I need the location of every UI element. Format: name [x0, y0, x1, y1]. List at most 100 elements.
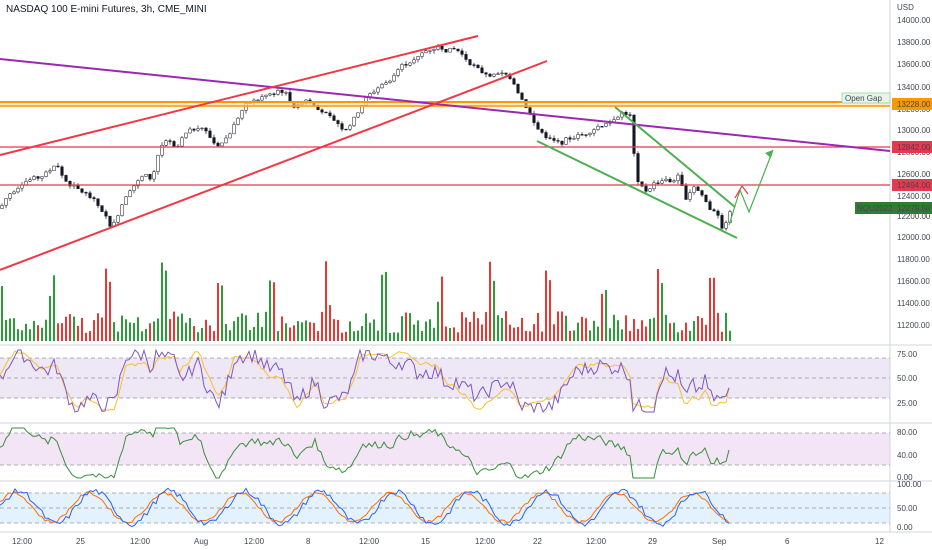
volume-bar [681, 330, 683, 341]
time-label: 29 [648, 537, 657, 546]
volume-bar [389, 332, 391, 341]
price-labels[interactable]: Open Gap 13228.00 12842.00 12494.00 NQU2… [841, 92, 932, 214]
volume-bar [493, 280, 495, 341]
price-tag-13228 [892, 98, 932, 110]
volume-bar [709, 277, 711, 341]
volume-bar [393, 332, 395, 341]
volume-bar [97, 313, 99, 341]
time-label: 8 [306, 537, 311, 546]
current-price-tag-text: 12279.50 [897, 204, 931, 213]
chart-title: NASDAQ 100 E-mini Futures, 3h, CME_MINI [6, 4, 207, 15]
price-tick: 12600.00 [897, 170, 931, 179]
volume-bar [637, 328, 639, 341]
volume-bar [365, 313, 367, 341]
candle-body [144, 173, 148, 177]
trend-lines[interactable] [0, 35, 891, 271]
candle-body [320, 109, 324, 113]
candle-body [108, 215, 112, 227]
candle-body [120, 204, 124, 216]
candle-body [212, 137, 216, 144]
volume-bar [425, 321, 427, 341]
volume-bar [469, 321, 471, 341]
volume-bar [265, 311, 267, 341]
candle-body [388, 80, 392, 83]
candle-body [372, 91, 376, 94]
open-gap-label-box [841, 92, 891, 104]
volume-bar [725, 312, 727, 341]
price-axis[interactable]: 14000.00 13800.00 13600.00 13400.00 1320… [897, 16, 931, 330]
candle-body [12, 191, 16, 195]
time-label: 25 [76, 537, 85, 546]
volume-bar [101, 317, 103, 341]
candle-body [184, 132, 188, 139]
price-tick: 11800.00 [897, 255, 930, 264]
candle-body [672, 180, 676, 183]
volume-bar [329, 305, 331, 341]
volume-bar [133, 323, 135, 341]
main-pane[interactable] [0, 0, 890, 343]
candle-body [440, 45, 444, 50]
volume-bar [713, 277, 715, 341]
candle-body [540, 128, 544, 133]
candle-body [512, 78, 516, 85]
volume-bar [461, 312, 463, 341]
purple-trendline [0, 58, 891, 152]
candle-body [328, 112, 332, 117]
volume-bar [405, 312, 407, 341]
candle-body [692, 186, 696, 193]
candle-body [416, 56, 420, 60]
volume-bar [373, 319, 375, 341]
candle-body [652, 182, 656, 189]
volume-bar [445, 326, 447, 341]
volume-bar [245, 315, 247, 341]
candle-body [200, 127, 204, 130]
time-label: 22 [533, 537, 542, 546]
volume-bar [457, 332, 459, 341]
volume-bar [669, 323, 671, 341]
time-axis[interactable]: 12:00 25 12:00 Aug 12:00 8 12:00 15 12:0… [12, 537, 884, 546]
volume-bar [157, 318, 159, 341]
volume-bar [449, 328, 451, 341]
price-tick: 11600.00 [897, 277, 930, 286]
candle-body [168, 140, 172, 142]
volume-bar [501, 317, 503, 341]
candle-body [676, 174, 680, 182]
candle-body [476, 64, 480, 69]
volume-bar [441, 276, 443, 341]
volume-bar [5, 320, 7, 341]
candle-body [472, 64, 476, 66]
candle-body [128, 190, 132, 197]
volume-bar [141, 331, 143, 341]
volume-bar [401, 316, 403, 341]
volume-bar [385, 271, 387, 341]
volume-bar [269, 280, 271, 341]
volume-bar [569, 330, 571, 341]
candle-body [616, 116, 620, 120]
candle-body [500, 72, 504, 75]
volume-bar [309, 322, 311, 341]
candle-body [336, 120, 340, 124]
volume-bar [545, 270, 547, 341]
volume-bar [525, 330, 527, 341]
candle-body [712, 209, 716, 212]
candle-body [348, 125, 352, 130]
volume-bar [589, 330, 591, 341]
candle-body [496, 73, 500, 75]
volume-bar [353, 331, 355, 341]
volume-bar [581, 316, 583, 341]
volume-bar [253, 326, 255, 341]
indicator-axis: 75.00 50.00 25.00 80.00 40.00 0.00 100.0… [897, 350, 922, 532]
candle-body [188, 128, 192, 134]
time-label: 12:00 [12, 537, 33, 546]
candle-body [560, 140, 564, 145]
volume-bar [317, 331, 319, 341]
volume-bar [577, 322, 579, 341]
candle-body [60, 166, 64, 176]
candle-body [424, 50, 428, 54]
volume-bar [337, 319, 339, 341]
candle-body [536, 122, 540, 130]
volume-bar [473, 311, 475, 341]
volume-bar [193, 326, 195, 341]
volume-bar [213, 331, 215, 341]
